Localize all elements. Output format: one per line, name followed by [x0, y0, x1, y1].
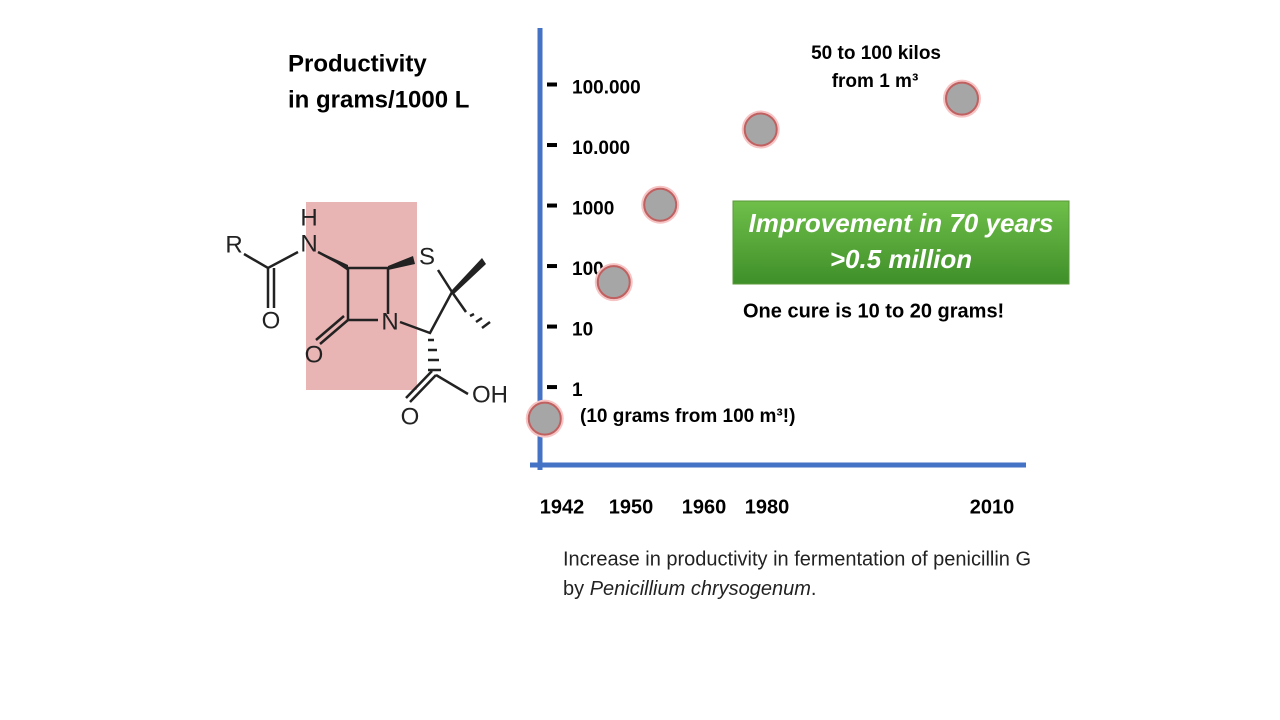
atom-label: O: [262, 307, 281, 334]
caption: .: [811, 578, 817, 600]
x-tick-label: 1980: [745, 496, 790, 518]
atom-label: R: [225, 231, 242, 258]
caption-species: Penicillium chrysogenum: [590, 578, 811, 600]
atom-label: O: [305, 341, 324, 368]
caption: by Penicillium chrysogenum.: [563, 578, 816, 600]
atom-label: H: [300, 204, 317, 231]
point: [596, 265, 631, 300]
callout-box: [732, 200, 1070, 285]
x-tick-label: 1960: [682, 496, 727, 518]
y-axis-title: in grams/1000 L: [288, 86, 469, 113]
atom-label: N: [381, 308, 398, 335]
point: [743, 112, 778, 147]
y-tick-label: 100: [572, 259, 604, 280]
point: [643, 187, 678, 222]
x-tick-label: 1950: [609, 496, 654, 518]
y-tick-label: 1000: [572, 199, 614, 220]
point: [945, 81, 979, 116]
atom-label: O: [401, 403, 420, 430]
penicillin-structure: R H N S N O O O OH: [225, 202, 508, 430]
y-tick-label: 1: [572, 380, 583, 401]
caption: by: [563, 578, 590, 600]
x-tick-label: 2010: [970, 496, 1015, 518]
beta-lactam-highlight: [306, 202, 417, 390]
y-tick-label: 10: [572, 320, 593, 341]
annotation: 50 to 100 kilos: [811, 43, 941, 64]
y-tick-label: 10.000: [572, 138, 630, 159]
annotation: from 1 m³: [832, 71, 919, 92]
y-axis-title: Productivity: [288, 50, 427, 77]
x-tick-label: 1942: [540, 496, 585, 518]
point: [527, 401, 562, 436]
atom-label: S: [419, 243, 435, 270]
annotation: One cure is 10 to 20 grams!: [743, 300, 1004, 322]
caption: Increase in productivity in fermentation…: [563, 548, 1031, 570]
atom-label: OH: [472, 381, 508, 408]
y-tick-label: 100.000: [572, 78, 641, 99]
callout-text: Improvement in 70 years: [749, 208, 1054, 238]
callout-text: >0.5 million: [830, 244, 972, 274]
annotation: (10 grams from 100 m³!): [580, 406, 795, 427]
atom-label: N: [300, 230, 317, 257]
